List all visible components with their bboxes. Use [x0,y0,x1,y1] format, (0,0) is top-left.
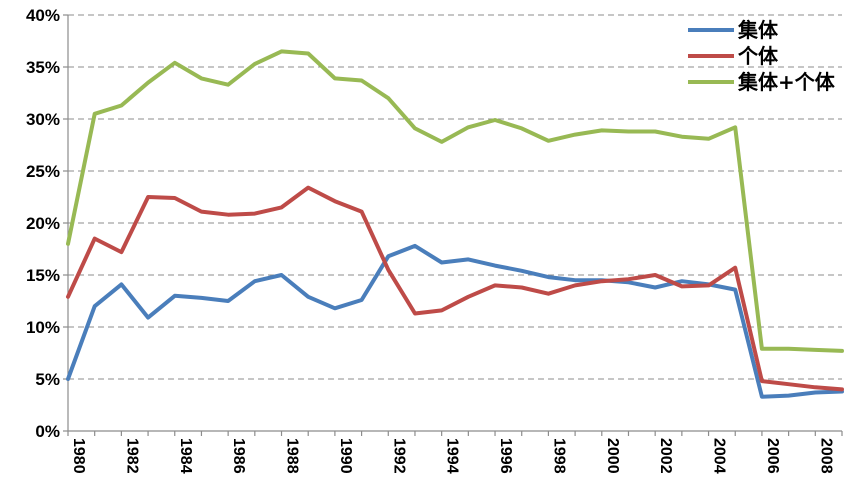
legend-label: 集体+个体 [737,70,836,94]
y-tick-label: 20% [26,214,60,233]
series-lines [66,49,844,399]
legend-label: 集体 [737,18,779,42]
x-tick-label: 1998 [550,438,567,474]
x-tick-label: 2002 [657,438,674,474]
y-tick-label: 10% [26,318,60,337]
x-tick-label: 1990 [337,438,354,474]
x-tick-label: 2000 [604,438,621,474]
series-line-1 [66,243,844,399]
series-line-2 [66,185,844,392]
x-axis-ticks: 1980 1982 1984 1986 1988 1990 1992 1994 1996 1998… [70,438,834,474]
x-tick-label: 1996 [497,438,514,474]
y-tick-label: 30% [26,110,60,129]
y-tick-label: 40% [26,6,60,25]
y-axis-ticks: 0% 5% 10% 15% 20% 25% 30% 35% 40% [26,6,60,441]
x-tick-label: 1986 [230,438,247,474]
grid-lines [68,14,842,380]
axes [63,14,843,436]
x-tick-label: 2006 [764,438,781,474]
y-tick-label: 0% [35,422,60,441]
y-tick-label: 15% [26,266,60,285]
y-tick-label: 5% [35,370,60,389]
series-line-3 [66,49,844,353]
x-tick-label: 1992 [390,438,407,474]
y-tick-label: 25% [26,162,60,181]
x-tick-label: 1994 [444,438,461,474]
x-tick-label: 2004 [711,438,728,474]
x-tick-label: 2008 [817,438,834,474]
x-tick-label: 1980 [70,438,87,474]
x-tick-label: 1988 [284,438,301,474]
y-tick-label: 35% [26,58,60,77]
legend-label: 个体 [737,44,779,68]
x-tick-label: 1982 [123,438,140,474]
x-tick-label: 1984 [177,438,194,474]
